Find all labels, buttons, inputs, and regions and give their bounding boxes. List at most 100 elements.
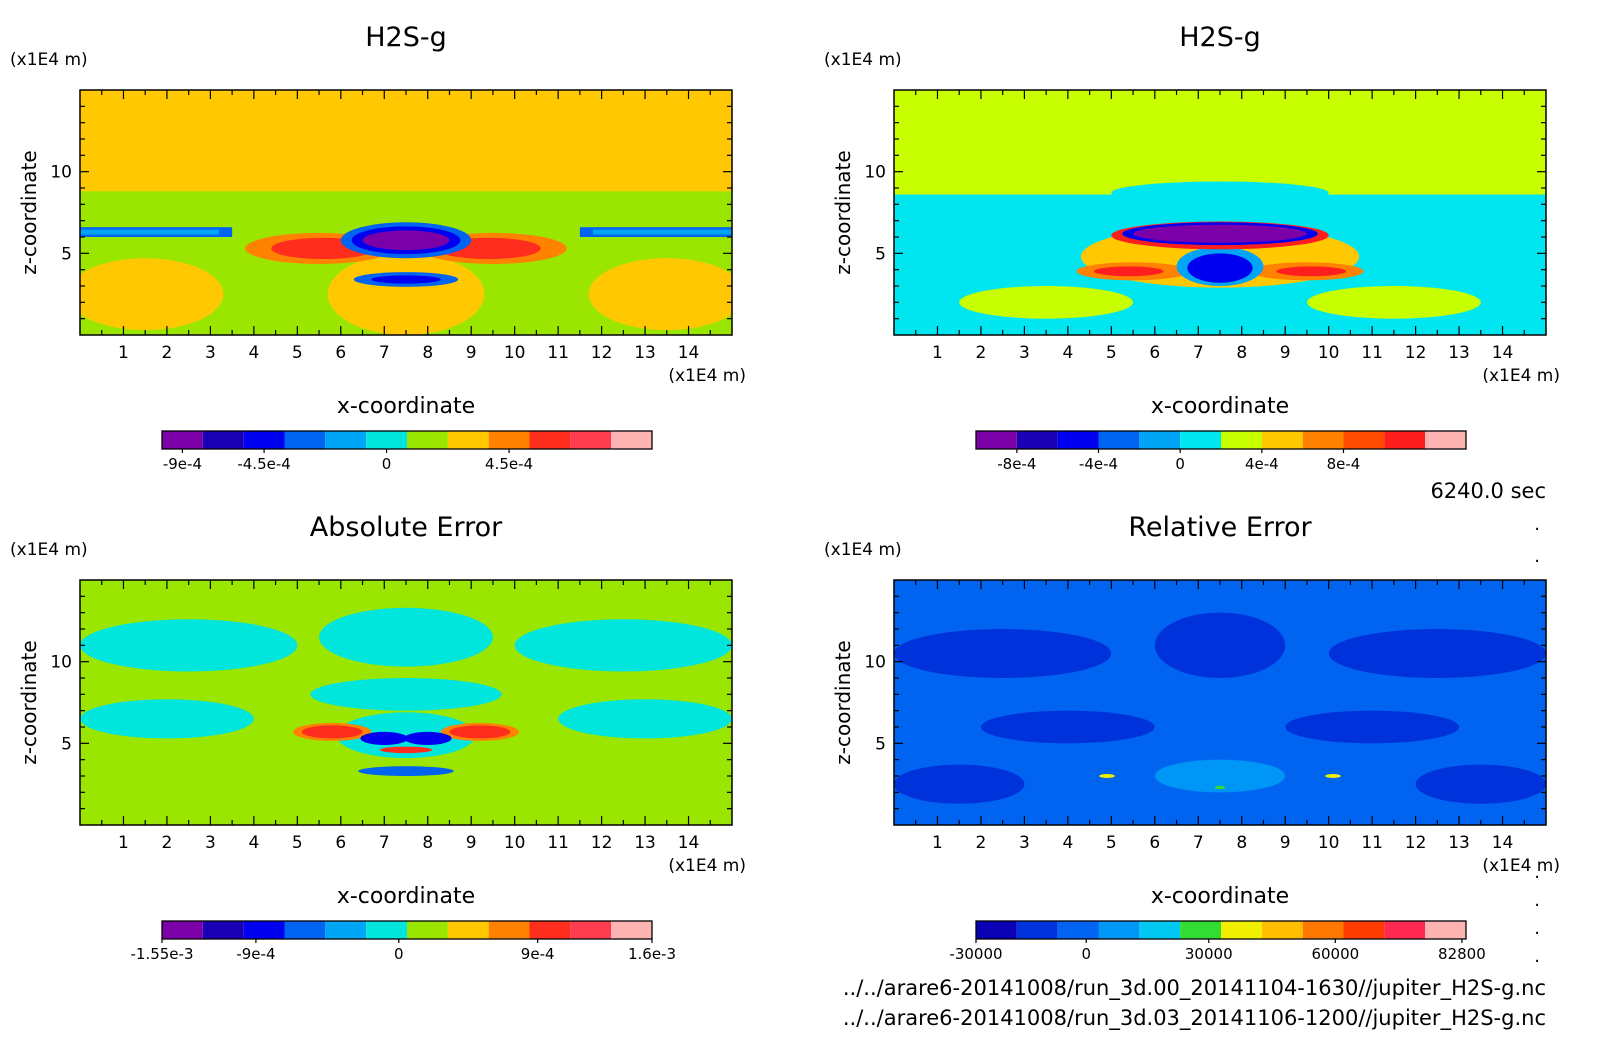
y-axis-label: z-coordinate <box>17 150 41 274</box>
x-tick-label: 13 <box>634 833 656 853</box>
colorbar-swatch <box>570 431 612 449</box>
colorbar-frame <box>161 430 653 450</box>
ellipsis-dot: . <box>1534 514 1540 535</box>
contour-region <box>301 725 363 739</box>
colorbar-swatch <box>447 921 489 939</box>
y-tick-label: 10 <box>864 653 886 673</box>
contour-region <box>1415 764 1546 804</box>
x-tick-label: 1 <box>932 833 943 853</box>
x-tick-label: 13 <box>1448 833 1470 853</box>
x-tick-label: 14 <box>1492 833 1514 853</box>
colorbar-label: -30000 <box>949 945 1002 963</box>
y-axis-label: z-coordinate <box>831 150 855 274</box>
x-tick-label: 9 <box>1280 833 1291 853</box>
x-tick-label: 2 <box>162 343 173 363</box>
x-tick-label: 11 <box>547 833 569 853</box>
x-axis-label: x-coordinate <box>337 394 475 419</box>
x-tick-label: 5 <box>1106 343 1117 363</box>
x-tick-label: 8 <box>1236 833 1247 853</box>
contour-region <box>80 229 220 235</box>
contour-region <box>959 286 1134 319</box>
x-tick-label: 10 <box>1318 343 1340 363</box>
contour-region <box>371 275 441 284</box>
contour-region <box>1214 785 1226 790</box>
colorbar-label: 0 <box>1081 945 1091 963</box>
contour-region <box>358 766 454 776</box>
contour-region <box>327 253 485 335</box>
colorbar-swatch <box>1016 921 1058 939</box>
colorbar-label: 30000 <box>1185 945 1233 963</box>
colorbar-swatch <box>366 921 407 939</box>
colorbar-swatch <box>1261 431 1303 449</box>
colorbar-frame <box>975 920 1467 940</box>
colorbar-label: 4e-4 <box>1245 455 1279 473</box>
contour-region <box>1306 286 1481 319</box>
x-tick-label: 10 <box>504 833 526 853</box>
contour-region <box>1099 774 1115 778</box>
contour-region <box>980 710 1155 744</box>
contour-region <box>336 712 476 759</box>
x-tick-label: 1 <box>118 833 129 853</box>
colorbar-swatch <box>447 431 489 449</box>
x-axis-label: x-coordinate <box>1151 884 1289 909</box>
colorbar-swatch <box>1261 921 1303 939</box>
file-path-2: ../../arare6-20141008/run_3d.03_20141106… <box>843 1006 1546 1031</box>
x-axis-label: x-coordinate <box>337 884 475 909</box>
ellipsis-dot: . <box>1534 862 1540 883</box>
colorbar-swatch <box>366 431 407 449</box>
colorbar-swatch <box>1302 921 1344 939</box>
colorbar-swatch <box>1221 921 1262 939</box>
colorbar-swatch <box>488 431 530 449</box>
contour-region <box>297 769 515 816</box>
x-tick-label: 8 <box>422 343 433 363</box>
contour-region <box>894 764 1025 804</box>
colorbar-swatch <box>162 921 203 939</box>
colorbar-swatch <box>1425 921 1466 939</box>
x-tick-label: 6 <box>335 343 346 363</box>
colorbar-swatch <box>1384 921 1426 939</box>
contour-region <box>403 731 452 745</box>
y-tick-label: 5 <box>61 734 72 754</box>
contour-region <box>514 619 732 672</box>
colorbar-swatch <box>1343 921 1385 939</box>
colorbar-swatch <box>1016 431 1058 449</box>
colorbar-swatch <box>284 431 326 449</box>
contour-field <box>80 580 732 825</box>
x-tick-label: 3 <box>1019 833 1030 853</box>
x-tick-label: 4 <box>1062 343 1073 363</box>
x-tick-label: 12 <box>1405 343 1427 363</box>
colorbar-label: -4e-4 <box>1079 455 1118 473</box>
colorbar-swatch <box>488 921 530 939</box>
x-tick-label: 7 <box>1193 343 1204 363</box>
x-tick-label: 13 <box>634 343 656 363</box>
x-tick-label: 5 <box>292 343 303 363</box>
x-tick-label: 12 <box>591 833 613 853</box>
colorbar-swatch <box>243 431 285 449</box>
contour-field <box>894 580 1546 825</box>
contour-region <box>1328 629 1546 678</box>
file-path-1: ../../arare6-20141008/run_3d.00_20141104… <box>843 976 1546 1001</box>
colorbar-label: 4.5e-4 <box>485 455 533 473</box>
y-unit-label: (x1E4 m) <box>10 50 88 70</box>
y-tick-label: 5 <box>61 244 72 264</box>
colorbar-swatch <box>1180 431 1221 449</box>
x-tick-label: 5 <box>292 833 303 853</box>
colorbar-label: 0 <box>1175 455 1185 473</box>
contour-region <box>80 258 224 331</box>
contour-region <box>1325 774 1341 778</box>
contour-region <box>319 607 493 667</box>
contour-region <box>379 746 433 754</box>
x-axis-label: x-coordinate <box>1151 394 1289 419</box>
colorbar-label: -1.55e-3 <box>131 945 194 963</box>
x-tick-label: 3 <box>1019 343 1030 363</box>
x-tick-label: 2 <box>976 833 987 853</box>
x-tick-label: 14 <box>678 343 700 363</box>
colorbar-swatch <box>1425 431 1466 449</box>
ellipsis-dot: . <box>1534 946 1540 967</box>
x-tick-label: 9 <box>466 833 477 853</box>
contour-region <box>1276 266 1347 277</box>
x-tick-label: 7 <box>1193 833 1204 853</box>
contour-region <box>1154 612 1286 678</box>
